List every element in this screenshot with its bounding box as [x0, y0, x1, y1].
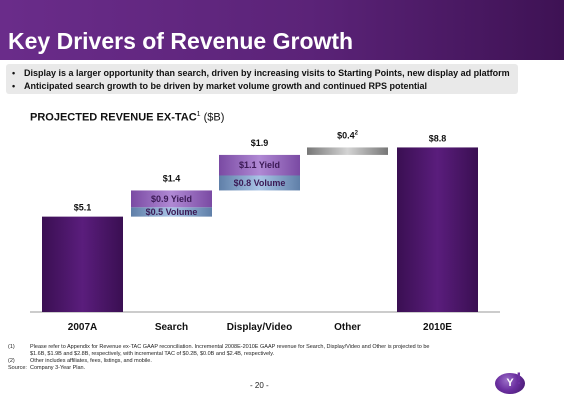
x-axis-label: Display/Video	[227, 322, 292, 333]
footnote-tag: (2)	[8, 358, 15, 364]
page-number: - 20 -	[250, 381, 269, 390]
footnote-text: Please refer to Appendix for Revenue ex-…	[30, 344, 430, 350]
bar-value-label: $1.9	[251, 138, 269, 148]
bar-value-label: $0.42	[337, 130, 359, 140]
footnote: Source: Company 3-Year Plan.	[8, 365, 85, 371]
bar-total	[397, 147, 478, 312]
bullet-item: • Anticipated search growth to be driven …	[12, 81, 427, 91]
bullet-item: • Display is a larger opportunity than se…	[12, 68, 510, 78]
segment-label: $0.9 Yield	[151, 194, 192, 204]
bar-other	[307, 147, 388, 155]
chart-subtitle-unit: ($B)	[200, 111, 225, 124]
segment-label: $0.5 Volume	[146, 207, 198, 217]
yahoo-logo-icon: Y	[495, 373, 525, 394]
bullet-dot: •	[12, 68, 16, 78]
bullet-dot: •	[12, 81, 16, 91]
bar-value-label: $5.1	[74, 203, 92, 213]
segment-label: $1.1 Yield	[239, 160, 280, 170]
bar-value-label: $1.4	[163, 173, 181, 183]
footnote: $1.6B, $1.9B and $2.8B, respectively, wi…	[8, 351, 274, 357]
footnote-text: Company 3-Year Plan.	[30, 365, 86, 371]
x-axis-label: Other	[334, 322, 361, 333]
bar-value-label: $8.8	[429, 133, 447, 143]
segment-label: $0.8 Volume	[234, 178, 286, 188]
bar-segment-yield	[219, 154, 300, 176]
x-axis-label: 2007A	[68, 322, 97, 333]
bar-segment-volume	[131, 207, 212, 217]
bullet-box: • Display is a larger opportunity than se…	[6, 64, 518, 94]
yahoo-logo-mark-icon: !	[516, 369, 522, 388]
x-axis-label: Search	[155, 322, 188, 333]
footnote-tag: (1)	[8, 344, 15, 350]
page-title: Key Drivers of Revenue Growth	[8, 28, 354, 54]
bar-segment-volume	[219, 175, 300, 191]
chart-subtitle: PROJECTED REVENUE EX-TAC1 ($B)	[30, 111, 224, 124]
bar-segment-yield	[131, 190, 212, 208]
bullet-text: Display is a larger opportunity than sea…	[24, 68, 510, 78]
bar-total	[42, 216, 123, 312]
title-bar: Key Drivers of Revenue Growth	[0, 0, 564, 60]
bullet-text: Anticipated search growth to be driven b…	[24, 81, 428, 91]
footnote: (1) Please refer to Appendix for Revenue …	[8, 344, 429, 350]
footnote-text: $1.6B, $1.9B and $2.8B, respectively, wi…	[30, 351, 275, 357]
footnote: (2) Other includes affiliates, fees, list…	[8, 358, 152, 364]
chart-subtitle-main: PROJECTED REVENUE EX-TAC	[30, 111, 197, 124]
footnote-text: Other includes affiliates, fees, listing…	[30, 358, 152, 364]
x-axis-label: 2010E	[423, 322, 452, 333]
chart-subtitle-footnote: 1	[196, 111, 201, 118]
footnote-tag: Source:	[8, 365, 27, 371]
